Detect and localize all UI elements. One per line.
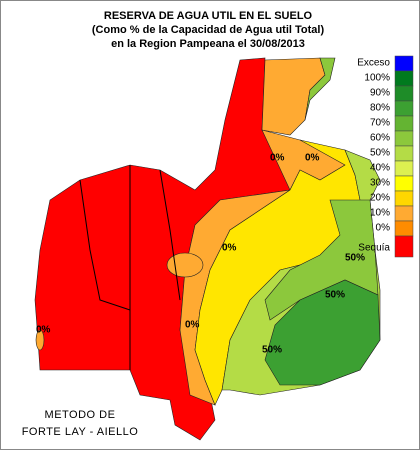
legend-swatch (394, 70, 414, 87)
legend-swatch (394, 205, 414, 222)
legend-swatch (394, 115, 414, 132)
footer-line: METODO DE (45, 409, 116, 421)
legend-label: 60% (370, 133, 390, 144)
legend-swatch (394, 175, 414, 192)
map (34, 57, 381, 441)
legend-swatch (394, 220, 414, 237)
title-line: RESERVA DE AGUA UTIL EN EL SUELO (104, 10, 313, 22)
legend-label: 90% (370, 88, 390, 99)
legend-swatch (394, 235, 414, 258)
contour-label: 0% (185, 320, 200, 331)
legend-label: Sequía (358, 243, 390, 254)
legend-swatch (394, 130, 414, 147)
province-border (79, 179, 131, 311)
contour-labels: 0% 0% 0% 0% 0% 50% 50% 50% (36, 153, 365, 356)
legend-label: 70% (370, 118, 390, 129)
legend-swatch (394, 145, 414, 162)
dark-green (264, 279, 381, 386)
title-line: en la Region Pampeana el 30/08/2013 (111, 38, 305, 50)
legend: Exceso 100% 90% 80% 70% 60% 50% 40% 30% 20% 10% 0% S… (357, 55, 414, 258)
contour-label: 50% (325, 290, 345, 301)
legend-label: 80% (370, 103, 390, 114)
legend-swatch (394, 100, 414, 117)
contour-label: 0% (222, 243, 237, 254)
legend-label: 30% (370, 178, 390, 189)
contour-label: 50% (262, 345, 282, 356)
legend-label: 50% (370, 148, 390, 159)
province-border (159, 169, 181, 301)
legend-label: 100% (364, 73, 390, 84)
legend-label: 0% (376, 223, 391, 234)
legend-label: 10% (370, 208, 390, 219)
contour-label: 0% (305, 153, 320, 164)
legend-swatch (394, 160, 414, 177)
green-north (304, 57, 336, 121)
contour-label: 0% (36, 325, 51, 336)
legend-swatch (394, 55, 414, 72)
contour-label: 0% (270, 153, 285, 164)
orange-spot (166, 252, 204, 278)
mid-green (264, 199, 379, 321)
legend-swatch (394, 190, 414, 207)
footer-line: FORTE LAY - AIELLO (22, 426, 139, 438)
title-line: (Como % de la Capacidad de Agua util Tot… (92, 24, 325, 36)
legend-label: Exceso (357, 58, 390, 69)
legend-label: 40% (370, 163, 390, 174)
legend-swatch (394, 85, 414, 102)
contour-label: 50% (345, 253, 365, 264)
legend-label: 20% (370, 193, 390, 204)
orange-spot (35, 329, 45, 351)
